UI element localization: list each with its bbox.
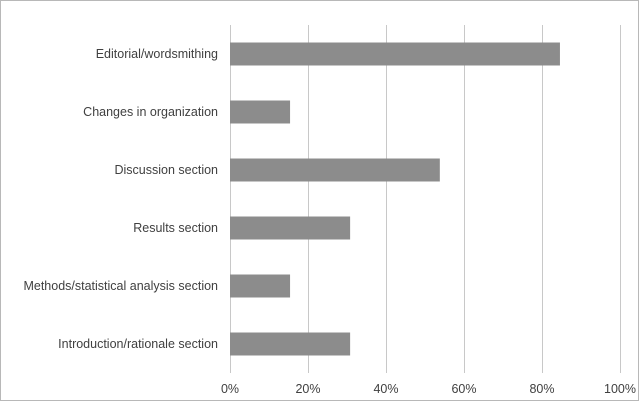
bar [230, 274, 291, 298]
x-tick-label: 100% [604, 382, 636, 396]
x-tick-label: 0% [221, 382, 239, 396]
x-tick-label: 20% [295, 382, 320, 396]
category-labels: Editorial/wordsmithing Changes in organiz… [23, 47, 218, 351]
bar [230, 42, 560, 66]
category-label: Discussion section [114, 163, 218, 177]
bar [230, 100, 291, 124]
category-label: Changes in organization [83, 105, 218, 119]
category-label: Results section [133, 221, 218, 235]
category-label: Introduction/rationale section [58, 337, 218, 351]
x-tick-labels: 0% 20% 40% 60% 80% 100% [221, 382, 636, 396]
gridlines [230, 25, 621, 373]
bars [230, 42, 560, 356]
category-label: Editorial/wordsmithing [96, 47, 218, 61]
category-label: Methods/statistical analysis section [23, 279, 218, 293]
x-tick-label: 80% [529, 382, 554, 396]
bar [230, 216, 351, 240]
x-tick-label: 40% [373, 382, 398, 396]
bar [230, 158, 440, 182]
bar [230, 332, 351, 356]
x-tick-label: 60% [451, 382, 476, 396]
